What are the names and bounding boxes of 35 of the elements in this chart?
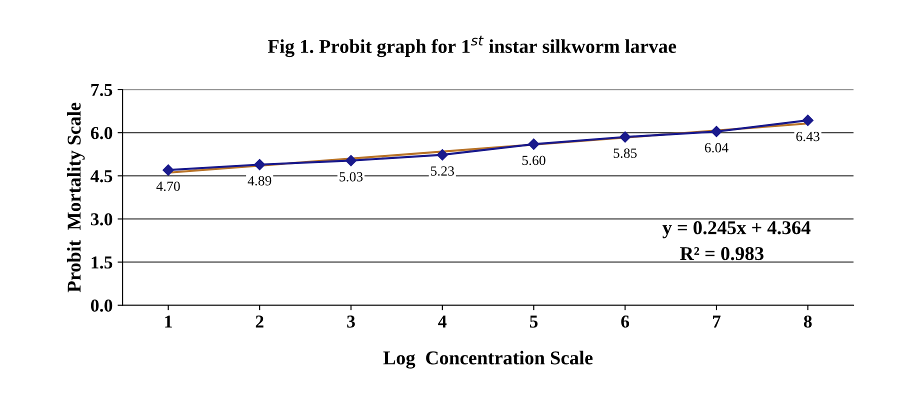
- point: [528, 138, 540, 150]
- point: [710, 126, 722, 138]
- y-tick-label: 1.5: [92, 256, 112, 269]
- data-label: 4.70: [156, 182, 180, 192]
- x-tick-label: 2: [256, 316, 264, 328]
- x-tick-label: 7: [712, 316, 721, 328]
- annotation: y = 0.245x + 4.364: [662, 221, 810, 238]
- y-tick-label: 6.0: [90, 126, 112, 140]
- y-tick-label: 7.5: [91, 84, 112, 96]
- point: [162, 164, 174, 176]
- y-tick-label: 4.5: [90, 170, 112, 182]
- data-label: 5.85: [614, 148, 637, 158]
- x-tick-label: 1: [165, 316, 172, 328]
- annotation: R² = 0.983: [680, 247, 764, 260]
- x-tick-label: 8: [804, 315, 812, 328]
- y-tick-label: 0.0: [90, 300, 112, 312]
- data-label: 5.60: [522, 156, 546, 166]
- x-tick-label: 4: [438, 316, 447, 328]
- point: [436, 149, 448, 160]
- point: [254, 159, 266, 170]
- point: [619, 131, 631, 143]
- data-label: 5.23: [431, 166, 454, 176]
- y-axis-title: Probit Mortality Scale: [67, 102, 85, 292]
- data-label: 5.03: [340, 172, 363, 182]
- point: [802, 114, 814, 126]
- x-tick-label: 6: [621, 316, 630, 328]
- data-label: 6.04: [704, 143, 728, 152]
- data-label: 4.89: [248, 176, 272, 186]
- y-tick-label: 3.0: [90, 213, 112, 226]
- chart-title: Fig 1. Probit graph for 1$^{st}$ instar silkworm larvae: [268, 36, 676, 58]
- x-axis-title: Log Concentration Scale: [383, 350, 593, 369]
- point: [345, 154, 357, 166]
- x-tick-label: 5: [530, 316, 538, 328]
- x-tick-label: 3: [347, 316, 355, 328]
- data-label: 6.43: [796, 132, 820, 142]
